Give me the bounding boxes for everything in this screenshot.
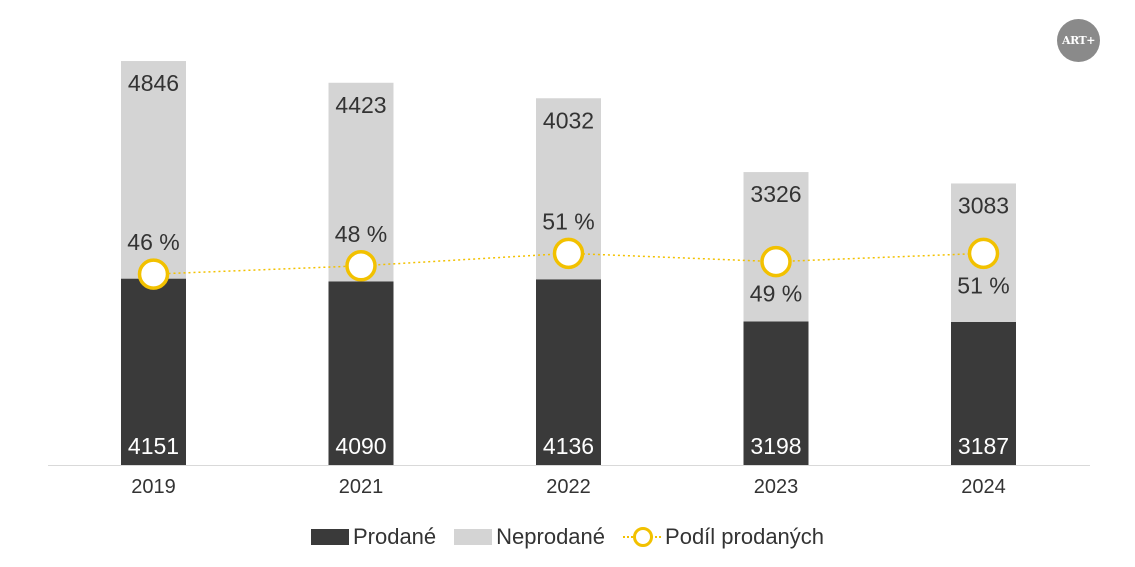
data-label-unsold-2023: 3326: [750, 181, 801, 207]
data-label-sold-2021: 4090: [335, 433, 386, 459]
legend-label-share: Podíl prodaných: [665, 524, 825, 549]
bar-unsold-2021: [328, 82, 394, 282]
legend-label-unsold: Neprodané: [496, 524, 606, 549]
data-label-unsold-2024: 3083: [958, 192, 1009, 218]
x-tick-label-2022: 2022: [546, 476, 591, 498]
legend-item-share: Podíl prodaných: [623, 524, 824, 550]
share-marker-2024: [967, 237, 1000, 270]
x-tick-label-2019: 2019: [131, 476, 176, 498]
legend-item-unsold: Neprodané: [454, 524, 605, 550]
data-label-sold-2024: 3187: [958, 433, 1009, 459]
data-label-unsold-2022: 4032: [543, 107, 594, 133]
x-tick-label-2023: 2023: [754, 476, 799, 498]
data-label-sold-2022: 4136: [543, 433, 594, 459]
bar-unsold-2019: [121, 61, 186, 279]
legend-swatch-sold: [310, 529, 349, 545]
share-label-2023: 49 %: [750, 281, 802, 307]
share-marker-2019: [137, 258, 170, 290]
share-label-2021: 48 %: [335, 221, 387, 247]
legend-label-sold: Prodané: [352, 524, 437, 549]
share-label-2022: 51 %: [542, 208, 594, 234]
data-label-sold-2019: 4151: [128, 433, 179, 459]
stacked-bar-chart: 4151 4846 2019 4090 4423 2021 4136 4032 2022 3198…: [48, 61, 1090, 498]
bar-sold-2021: [328, 281, 394, 465]
share-marker-2023: [760, 245, 792, 278]
bar-sold-2024: [951, 321, 1016, 465]
data-label-unsold-2021: 4423: [335, 92, 386, 118]
share-marker-2021: [345, 250, 377, 282]
data-label-sold-2023: 3198: [750, 433, 801, 459]
legend-marker-share: [623, 526, 662, 548]
data-label-unsold-2019: 4846: [128, 70, 179, 96]
bar-sold-2023: [743, 321, 809, 465]
share-label-2024: 51 %: [957, 272, 1009, 298]
bar-sold-2019: [121, 278, 186, 465]
legend-swatch-unsold: [454, 529, 493, 545]
x-tick-label-2024: 2024: [961, 476, 1006, 498]
share-marker-2022: [552, 237, 585, 270]
art-plus-logo: ART+: [1057, 19, 1100, 62]
legend-item-sold: Prodané: [310, 524, 437, 550]
bar-sold-2022: [536, 279, 601, 465]
share-label-2019: 46 %: [127, 229, 179, 255]
x-tick-label-2021: 2021: [339, 476, 384, 498]
chart-legend: Prodané Neprodané Podíl prodaných: [0, 522, 1135, 552]
